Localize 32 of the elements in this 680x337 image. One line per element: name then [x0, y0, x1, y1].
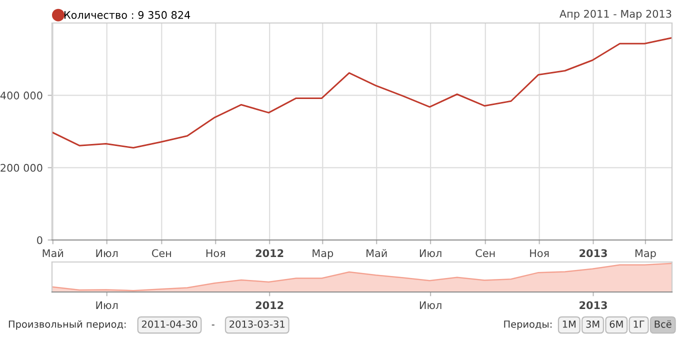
text: 2011-04-30	[142, 320, 198, 328]
y-tick-label: 0	[37, 236, 42, 244]
x-tick-label: Июл	[420, 301, 442, 310]
text: Произвольный период:	[8, 320, 126, 330]
legend-label: Количество : 9 350 824	[64, 11, 190, 19]
x-tick-label: Май	[42, 249, 64, 258]
x-tick-label: Мар	[635, 249, 656, 260]
x-tick-label: Мар	[312, 249, 334, 260]
text: Периоды:	[504, 320, 552, 330]
y-tick-label: 400 000	[0, 92, 42, 100]
x-tick-label: Ноя	[206, 249, 225, 258]
text: 6M	[610, 320, 623, 328]
x-tick-label: Июл	[96, 301, 118, 310]
x-tick-label: Сен	[476, 249, 495, 258]
x-tick-label: Июл	[420, 249, 442, 258]
x-tick-label: Ноя	[530, 249, 549, 258]
text: 1Г	[634, 320, 644, 328]
text: 1M	[562, 320, 576, 328]
x-tick-label: Июл	[96, 249, 118, 258]
text: 2013-03-31	[230, 320, 284, 328]
x-tick-label: 2013	[580, 301, 607, 310]
text: 3M	[586, 320, 600, 328]
chart-subtitle: Апр 2011 - Мар 2013	[560, 10, 672, 20]
line-series	[52, 37, 672, 149]
x-tick-label: Сен	[152, 249, 171, 258]
text: -	[212, 324, 214, 326]
x-tick-label: 2012	[256, 301, 284, 310]
x-tick-label: 2013	[580, 249, 607, 258]
x-tick-label: Май	[366, 249, 387, 258]
x-tick-label: 2012	[256, 249, 284, 258]
y-tick-label: 200 000	[0, 164, 42, 172]
text: Всё	[654, 320, 672, 328]
